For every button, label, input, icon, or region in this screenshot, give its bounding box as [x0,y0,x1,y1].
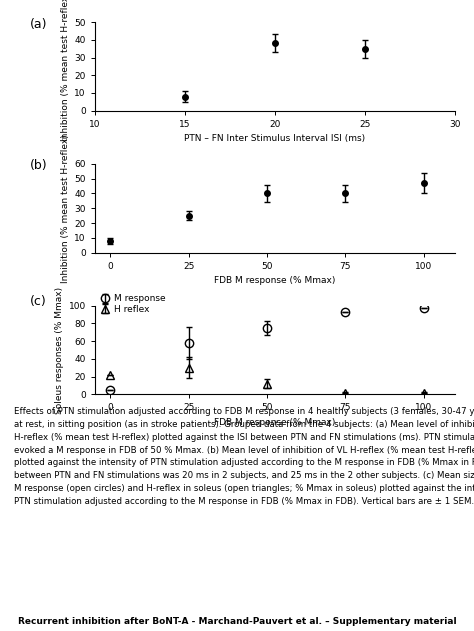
X-axis label: FDB M response (% Mmax): FDB M response (% Mmax) [214,276,336,285]
Legend: M response, H reflex: M response, H reflex [100,294,165,314]
Y-axis label: Soleus responses (% Mmax): Soleus responses (% Mmax) [55,286,64,413]
Y-axis label: Inhibition (% mean test H-reflex): Inhibition (% mean test H-reflex) [61,134,70,283]
X-axis label: FDB M response (% Mmax): FDB M response (% Mmax) [214,418,336,427]
X-axis label: PTN – FN Inter Stimulus Interval ISI (ms): PTN – FN Inter Stimulus Interval ISI (ms… [184,134,365,143]
Y-axis label: Inhibition (% mean test H-reflex): Inhibition (% mean test H-reflex) [61,0,70,141]
Text: (c): (c) [30,295,47,308]
Text: (a): (a) [30,18,47,31]
Text: Recurrent inhibition after BoNT-A - Marchand-Pauvert et al. – Supplementary mate: Recurrent inhibition after BoNT-A - Marc… [18,617,456,626]
Text: Effects of PTN stimulation adjusted according to FDB M response in 4 healthy sub: Effects of PTN stimulation adjusted acco… [14,407,474,506]
Text: (b): (b) [30,160,47,172]
